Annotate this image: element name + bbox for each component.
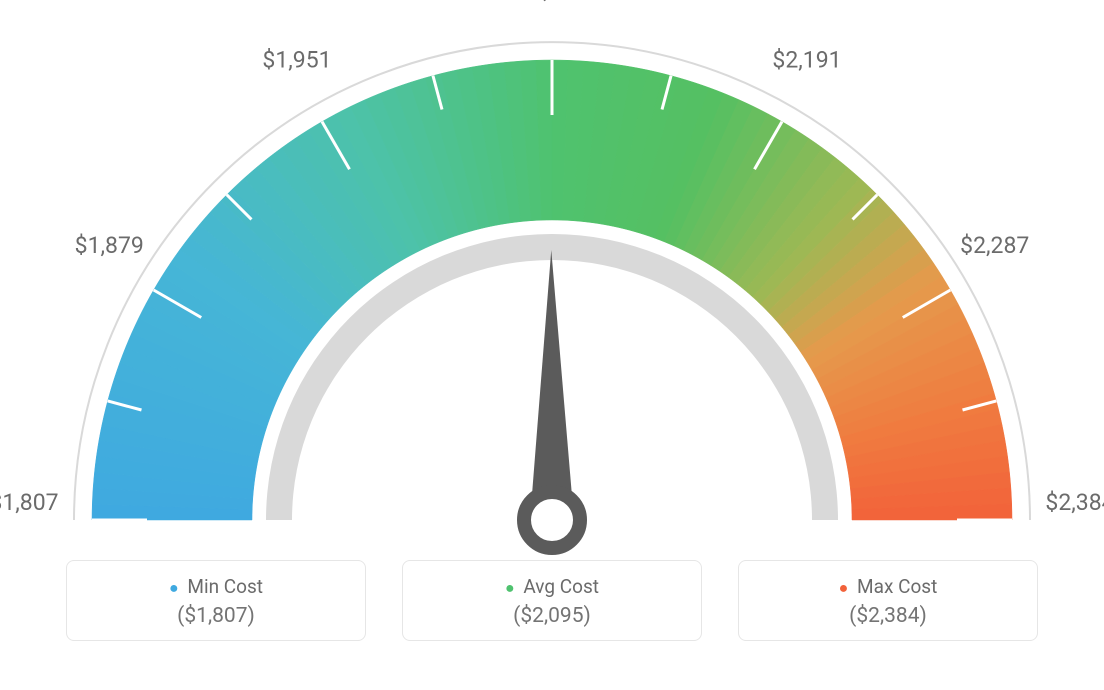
legend-card-avg: ● Avg Cost ($2,095) xyxy=(402,560,702,641)
bullet-icon: ● xyxy=(839,578,849,597)
legend-value: ($1,807) xyxy=(67,604,365,628)
needle-hub xyxy=(524,492,580,548)
tick-label: $1,807 xyxy=(0,489,59,516)
legend-value: ($2,095) xyxy=(403,604,701,628)
tick-label: $2,095 xyxy=(517,0,586,4)
legend-label: Min Cost xyxy=(187,575,263,598)
cost-gauge-widget: $1,807 $1,879 $1,951 $2,095 $2,191 $2,287 $2,3… xyxy=(0,0,1104,690)
tick-label: $2,287 xyxy=(960,232,1029,259)
tick-label: $1,951 xyxy=(262,46,331,73)
gauge-svg: $1,807 $1,879 $1,951 $2,095 $2,191 $2,287 $2,3… xyxy=(0,0,1104,560)
tick-label: $1,879 xyxy=(75,232,144,259)
bullet-icon: ● xyxy=(505,578,515,597)
gauge-area: $1,807 $1,879 $1,951 $2,095 $2,191 $2,287 $2,3… xyxy=(0,0,1104,560)
tick-label: $2,384 xyxy=(1045,489,1104,516)
legend-label-line: ● Max Cost xyxy=(739,575,1037,598)
legend-label: Avg Cost xyxy=(523,575,599,598)
legend-card-min: ● Min Cost ($1,807) xyxy=(66,560,366,641)
legend-label: Max Cost xyxy=(857,575,937,598)
legend-label-line: ● Avg Cost xyxy=(403,575,701,598)
bullet-icon: ● xyxy=(169,578,179,597)
gauge-needle xyxy=(530,250,574,520)
legend-row: ● Min Cost ($1,807) ● Avg Cost ($2,095) … xyxy=(0,560,1104,641)
legend-card-max: ● Max Cost ($2,384) xyxy=(738,560,1038,641)
legend-label-line: ● Min Cost xyxy=(67,575,365,598)
tick-label: $2,191 xyxy=(772,46,841,73)
legend-value: ($2,384) xyxy=(739,604,1037,628)
